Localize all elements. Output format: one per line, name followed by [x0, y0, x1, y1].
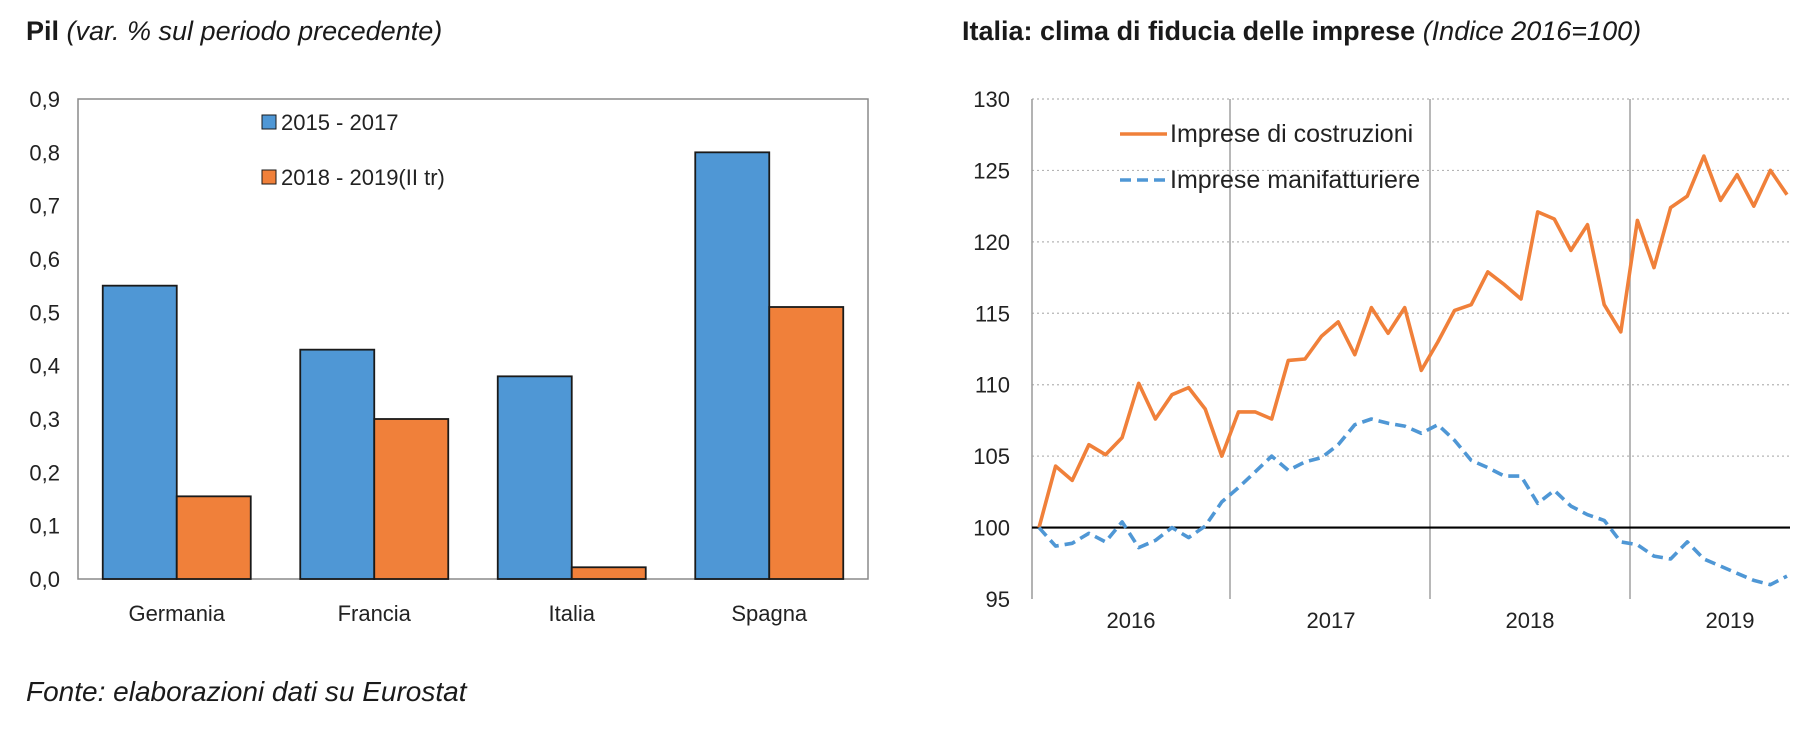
legend-label: 2018 - 2019(II tr) — [281, 165, 445, 190]
y-tick-label: 0,8 — [29, 140, 60, 165]
legend-swatch — [261, 169, 277, 185]
y-tick-label: 115 — [975, 301, 1010, 326]
y-tick-label: 95 — [986, 587, 1010, 612]
bar — [570, 566, 647, 580]
legend-swatch — [261, 114, 277, 130]
x-tick-label: Francia — [338, 601, 412, 626]
y-tick-label: 0,3 — [29, 407, 60, 432]
x-tick-label: 2017 — [1307, 608, 1356, 633]
y-tick-label: 0,0 — [29, 567, 60, 592]
y-tick-label: 125 — [973, 158, 1010, 183]
x-tick-label: 2016 — [1107, 608, 1156, 633]
legend-label: 2015 - 2017 — [281, 110, 398, 135]
construction-series-line — [1037, 154, 1789, 529]
y-tick-label: 0,4 — [29, 354, 60, 379]
bar — [768, 306, 845, 580]
y-tick-label: 120 — [973, 230, 1010, 255]
left-chart-title: Pil (var. % sul periodo precedente) — [26, 14, 442, 48]
y-tick-label: 0,6 — [29, 247, 60, 272]
plot-frame — [77, 98, 869, 580]
x-tick-label: Italia — [549, 601, 596, 626]
legend-label: Imprese manifatturiere — [1170, 166, 1420, 194]
x-tick-label: 2018 — [1506, 608, 1555, 633]
bar — [496, 375, 573, 580]
y-tick-label: 110 — [975, 373, 1010, 398]
bar — [694, 151, 771, 580]
source-note: Fonte: elaborazioni dati su Eurostat — [26, 676, 467, 707]
right-chart-title: Italia: clima di fiducia delle imprese (… — [962, 14, 1641, 48]
y-tick-label: 0,7 — [29, 194, 60, 219]
right-title-italic: (Indice 2016=100) — [1422, 16, 1642, 46]
y-tick-label: 0,1 — [29, 514, 60, 539]
bar — [299, 348, 376, 580]
business-confidence-line-chart: 95 100 105 110 115 120 125 130 2016 2017 2018 2019 I… — [973, 87, 1790, 633]
legend-label: Imprese di costruzioni — [1170, 120, 1413, 148]
manufacturing-series-line — [1037, 417, 1788, 587]
x-tick-label: Germania — [128, 601, 225, 626]
y-tick-label: 0,9 — [29, 87, 60, 112]
bar — [175, 495, 252, 580]
left-title-bold: Pil — [26, 16, 60, 46]
gdp-bar-chart: 0,0 0,1 0,2 0,3 0,4 0,5 0,6 0,7 0,8 0,9 Germania Fr… — [29, 87, 869, 626]
left-title-italic: (var. % sul periodo precedente) — [66, 16, 443, 46]
x-tick-label: Spagna — [731, 601, 808, 626]
y-tick-label: 105 — [973, 444, 1010, 469]
bar — [373, 418, 450, 580]
bar — [101, 284, 178, 580]
y-tick-label: 100 — [973, 516, 1010, 541]
y-tick-label: 0,5 — [29, 300, 60, 325]
y-tick-label: 130 — [973, 87, 1010, 112]
right-title-bold: Italia: clima di fiducia delle imprese — [962, 16, 1416, 46]
y-tick-label: 0,2 — [29, 460, 60, 485]
x-tick-label: 2019 — [1706, 608, 1755, 633]
